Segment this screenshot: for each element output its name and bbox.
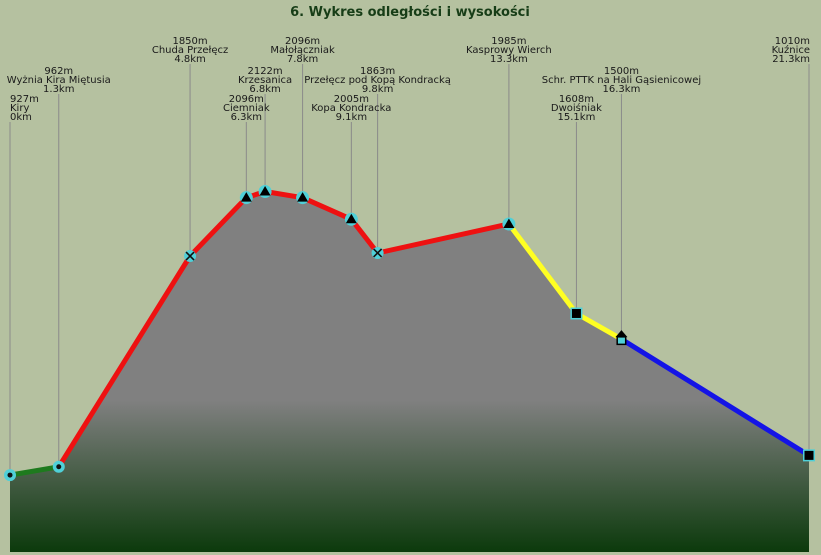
point-marker-cross	[373, 248, 383, 258]
point-distance-label: 0km	[10, 112, 32, 123]
point-name-label: Kuźnice	[772, 44, 810, 56]
point-marker-triangle	[259, 186, 271, 196]
point-elevation-label: 2122m	[247, 66, 282, 77]
point-elevation-label: 1010m	[775, 36, 810, 47]
route-segment	[7, 464, 62, 478]
point-name-label: Wyżnia Kira Miętusia	[7, 75, 111, 86]
point-name-label: Kopa Kondracka	[311, 103, 391, 114]
point-elevation-label: 2005m	[334, 94, 369, 105]
point-name-label: Kiry	[10, 103, 29, 114]
point-distance-label: 4.8km	[174, 54, 205, 65]
point-elevation-label: 1608m	[559, 94, 594, 105]
point-elevation-label: 962m	[44, 66, 73, 77]
route-segment	[375, 221, 512, 256]
point-marker-square	[571, 308, 581, 318]
point-marker-square	[804, 450, 814, 460]
point-name-label: Krzesanica	[238, 75, 292, 86]
point-name-label: Schr. PTTK na Hali Gąsienicowej	[542, 75, 701, 86]
point-name-label: Dwoiśniak	[551, 102, 602, 114]
point-marker-triangle	[345, 213, 357, 224]
point-distance-label: 1.3km	[43, 84, 74, 95]
point-distance-label: 16.3km	[603, 84, 641, 95]
point-elevation-label: 1985m	[491, 36, 526, 47]
point-name-label: Ciemniak	[223, 103, 270, 114]
route-segment	[618, 336, 812, 458]
point-distance-label: 15.1km	[558, 112, 596, 123]
point-marker-cross	[185, 251, 195, 261]
point-distance-label: 9.8km	[362, 84, 393, 95]
point-marker-triangle	[297, 192, 309, 202]
point-elevation-label: 1863m	[360, 66, 395, 77]
point-elevation-label: 1500m	[604, 66, 639, 77]
point-distance-label: 6.8km	[249, 84, 280, 95]
point-name-label: Małołączniak	[270, 45, 335, 56]
point-marker-hut-window	[617, 337, 625, 344]
point-elevation-label: 2096m	[285, 36, 320, 47]
point-marker-triangle	[503, 218, 515, 229]
point-distance-label: 13.3km	[490, 54, 528, 65]
point-name-label: Kasprowy Wierch	[466, 45, 552, 56]
point-marker-triangle	[240, 192, 252, 202]
point-distance-label: 9.1km	[336, 112, 367, 123]
chart-title: 6. Wykres odległości i wysokości	[290, 5, 530, 20]
point-elevation-label: 2096m	[229, 94, 264, 105]
point-distance-label: 21.3km	[772, 54, 810, 65]
point-marker-dot	[56, 464, 62, 470]
point-marker-dot	[7, 472, 13, 478]
point-elevation-label: 1850m	[172, 36, 207, 47]
point-marker-hut-roof	[615, 330, 628, 338]
point-distance-label: 6.3km	[231, 112, 262, 123]
point-distance-label: 7.8km	[287, 54, 318, 65]
point-elevation-label: 927m	[10, 94, 39, 105]
elevation-area	[10, 191, 809, 552]
point-name-label: Przełęcz pod Kopą Kondracką	[304, 75, 451, 86]
point-name-label: Chuda Przełęcz	[152, 45, 228, 56]
